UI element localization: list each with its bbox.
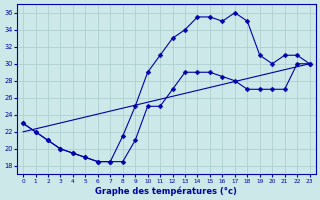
X-axis label: Graphe des températures (°c): Graphe des températures (°c): [95, 186, 237, 196]
